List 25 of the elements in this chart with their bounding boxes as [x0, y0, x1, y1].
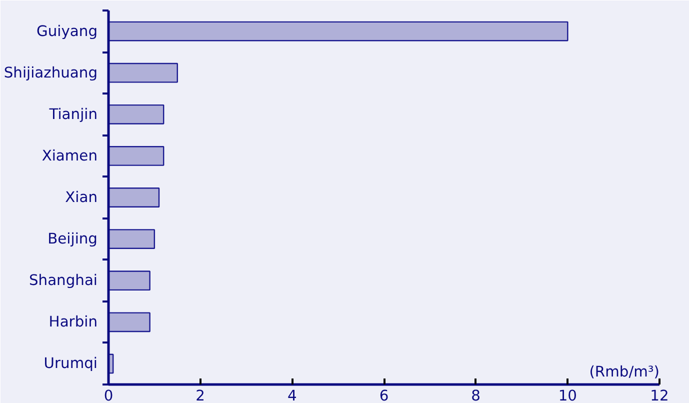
- bar: [108, 104, 164, 124]
- y-tick-label: Shijiazhuang: [4, 64, 98, 82]
- x-tick-label: 0: [104, 388, 114, 403]
- bar: [108, 62, 178, 83]
- y-tick-label: Tianjin: [48, 106, 98, 123]
- bar: [108, 312, 150, 332]
- y-tick-label: Xiamen: [42, 147, 98, 164]
- x-tick-label: 10: [558, 388, 577, 403]
- bar: [108, 270, 150, 291]
- bar: [108, 188, 160, 208]
- y-tick-label: Urumqi: [44, 355, 98, 372]
- y-tick-label: Shanghai: [28, 272, 98, 290]
- y-tick-label: Beijing: [48, 230, 98, 248]
- bar: [108, 146, 164, 166]
- x-tick-label: 8: [471, 388, 480, 403]
- x-tick-label: 4: [288, 388, 297, 403]
- y-tick-label: Harbin: [48, 314, 98, 331]
- y-tick-label: Xian: [65, 189, 98, 206]
- x-tick-label: 2: [196, 388, 205, 403]
- x-tick-label: 12: [650, 388, 669, 403]
- bar: [108, 229, 156, 250]
- x-tick-label: 6: [379, 388, 389, 403]
- bar: [108, 21, 568, 42]
- x-axis-title: (Rmb/m³): [589, 364, 660, 380]
- y-tick-label: Guiyang: [36, 22, 98, 40]
